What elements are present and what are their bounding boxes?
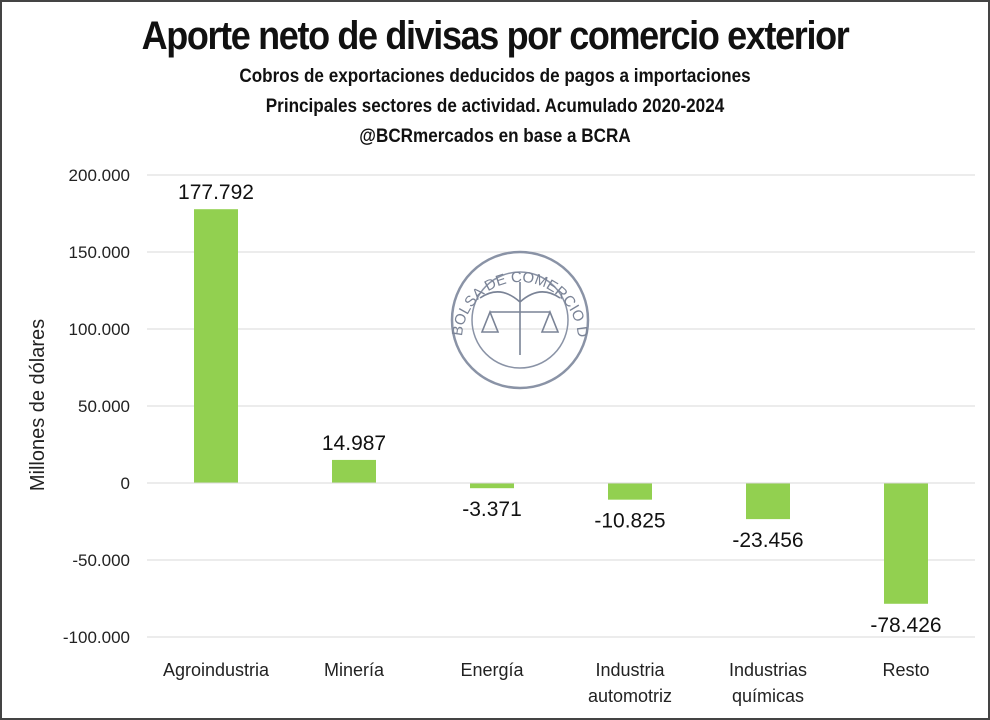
data-label: 14.987: [322, 432, 386, 455]
x-tick-label: Industrias: [729, 660, 807, 680]
y-tick-label: 200.000: [69, 166, 130, 185]
bar: [884, 483, 928, 604]
chart-subtitle-3: @BCRmercados en base a BCRA: [359, 126, 631, 147]
data-label: 177.792: [178, 181, 254, 204]
x-tick-label: Minería: [324, 660, 385, 680]
y-tick-label: 100.000: [69, 320, 130, 339]
x-tick-label: Resto: [882, 660, 929, 680]
y-tick-label: 50.000: [78, 397, 130, 416]
data-label: -23.456: [732, 529, 803, 552]
x-tick-label: automotriz: [588, 686, 672, 706]
x-tick-label: Energía: [460, 660, 524, 680]
watermark-seal-inner-ring: [471, 271, 569, 369]
watermark-seal-icon: [450, 250, 590, 390]
y-tick-label: -50.000: [72, 551, 130, 570]
chart-subtitle-2: Principales sectores de actividad. Acumu…: [265, 96, 725, 117]
bar: [608, 483, 652, 500]
y-tick-label: 150.000: [69, 243, 130, 262]
x-tick-label: Agroindustria: [163, 660, 270, 680]
bar: [194, 209, 238, 483]
bar: [746, 483, 790, 520]
bar: [470, 483, 514, 489]
data-label: -10.825: [594, 510, 665, 533]
y-axis-label: Millones de dólares: [27, 319, 49, 491]
chart-subtitle-1: Cobros de exportaciones deducidos de pag…: [239, 66, 751, 87]
bar: [332, 459, 376, 483]
data-label: -3.371: [462, 498, 522, 521]
x-tick-label: químicas: [732, 686, 804, 706]
y-tick-label: -100.000: [63, 628, 130, 647]
data-label: -78.426: [870, 614, 941, 637]
caduceus-scales-icon: [479, 282, 561, 355]
x-tick-label: Industria: [595, 660, 665, 680]
y-tick-label: 0: [121, 474, 130, 493]
chart-title: Aporte neto de divisas por comercio exte…: [141, 14, 850, 58]
